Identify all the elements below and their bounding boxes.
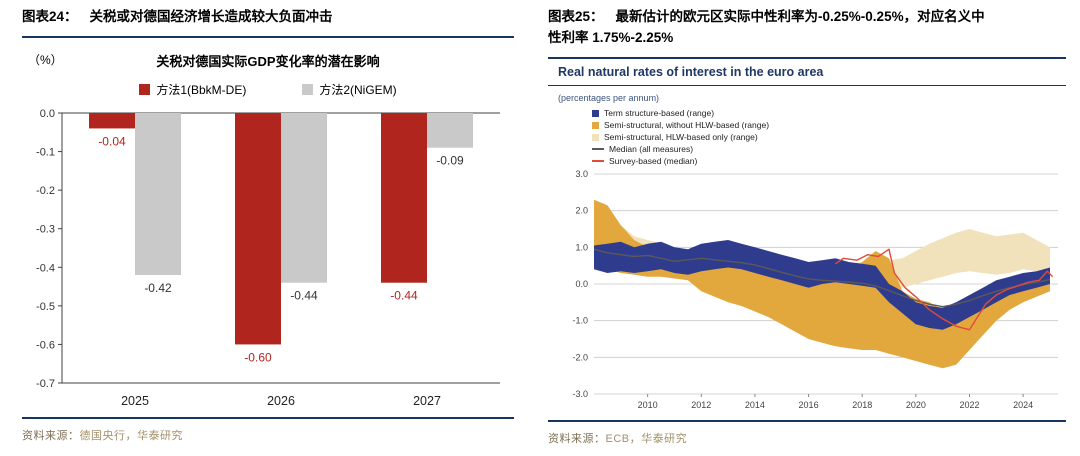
legend-item-method2: 方法2(NiGEM) <box>302 81 397 98</box>
svg-text:-1.0: -1.0 <box>572 316 588 326</box>
legend-label-method2: 方法2(NiGEM) <box>319 82 397 97</box>
figure-24-panel: 图表24： 关税或对德国经济增长造成较大负面冲击 （%） 关税对德国实际GDP变化… <box>22 6 514 443</box>
svg-text:-0.09: -0.09 <box>436 154 464 168</box>
legend-line-swatch <box>592 148 604 150</box>
legend-item-method1: 方法1(BbkM-DE) <box>139 81 246 98</box>
legend-label-method1: 方法1(BbkM-DE) <box>156 82 247 97</box>
legend-square-swatch <box>592 133 599 141</box>
legend-line-swatch <box>592 160 604 162</box>
svg-text:-0.2: -0.2 <box>36 185 55 197</box>
svg-text:2024: 2024 <box>1013 400 1033 410</box>
figure-25-title-line1: 图表25： 最新估计的欧元区实际中性利率为-0.25%-0.25%，对应名义中 <box>548 6 1066 27</box>
svg-text:-0.5: -0.5 <box>36 301 55 313</box>
svg-text:2.0: 2.0 <box>575 206 588 216</box>
figure-24-title: 图表24： 关税或对德国经济增长造成较大负面冲击 <box>22 6 514 27</box>
source-label: 资料来源： <box>22 430 80 442</box>
figure-25-title: 图表25： 最新估计的欧元区实际中性利率为-0.25%-0.25%，对应名义中 性… <box>548 6 1066 48</box>
legend-item: Semi-structural, without HLW-based (rang… <box>592 120 1066 130</box>
svg-text:-0.44: -0.44 <box>390 289 418 303</box>
figure-24-label: 图表24： <box>22 9 78 24</box>
svg-text:2027: 2027 <box>413 394 441 408</box>
source-text: ECB，华泰研究 <box>605 433 688 445</box>
legend-swatch-method1 <box>139 83 151 95</box>
svg-text:2026: 2026 <box>267 394 295 408</box>
svg-text:0.0: 0.0 <box>575 279 588 289</box>
legend-square-swatch <box>592 121 599 129</box>
source-label: 资料来源： <box>548 433 606 445</box>
bar-chart-title: 关税对德国实际GDP变化率的潜在影响 <box>156 54 380 69</box>
svg-text:2014: 2014 <box>745 400 765 410</box>
area-chart-plot: 3.0 2.0 1.0 0.0 -1.0 -2.0 -3.0 2010 2012 2014 2016… <box>572 169 1058 410</box>
svg-text:-0.04: -0.04 <box>98 134 126 148</box>
figure-25-title-line2: 性利率 1.75%-2.25% <box>548 30 674 45</box>
legend-swatch-method2 <box>302 83 314 95</box>
figure-25-source: 资料来源：ECB，华泰研究 <box>548 430 1066 446</box>
svg-text:-2.0: -2.0 <box>572 352 588 362</box>
figure-25-panel: 图表25： 最新估计的欧元区实际中性利率为-0.25%-0.25%，对应名义中 性… <box>548 6 1066 446</box>
y-axis-unit-label: （%） <box>28 53 63 67</box>
figure-24-title-text: 关税或对德国经济增长造成较大负面冲击 <box>89 9 333 24</box>
svg-text:-0.60: -0.60 <box>244 350 272 364</box>
legend-square-swatch <box>592 109 599 117</box>
svg-text:2020: 2020 <box>906 400 926 410</box>
figure-25-chart-box: Real natural rates of interest in the eu… <box>548 57 1066 422</box>
svg-text:-0.42: -0.42 <box>144 281 172 295</box>
figure-25-title-text1: 最新估计的欧元区实际中性利率为-0.25%-0.25%，对应名义中 <box>615 9 985 24</box>
svg-text:-0.3: -0.3 <box>36 224 55 236</box>
legend-label: Term structure-based (range) <box>604 108 715 118</box>
legend-label: Survey-based (median) <box>609 156 698 166</box>
svg-text:1.0: 1.0 <box>575 242 588 252</box>
svg-text:2016: 2016 <box>799 400 819 410</box>
svg-text:-0.44: -0.44 <box>290 289 318 303</box>
svg-text:-3.0: -3.0 <box>572 389 588 399</box>
svg-text:0.0: 0.0 <box>40 108 55 120</box>
figure-24-source: 资料来源：德国央行，华泰研究 <box>22 427 514 443</box>
legend-item: Survey-based (median) <box>592 156 1066 166</box>
legend-label: Median (all measures) <box>609 144 694 154</box>
svg-text:2012: 2012 <box>691 400 711 410</box>
svg-text:2025: 2025 <box>121 394 149 408</box>
bar-chart-plot: 0.0 -0.1 -0.2 -0.3 -0.4 -0.5 -0.6 -0.7 -0.04 -0.4… <box>36 108 500 408</box>
bar-chart-header: （%） 关税对德国实际GDP变化率的潜在影响 <box>22 46 514 72</box>
legend-item: Median (all measures) <box>592 144 1066 154</box>
svg-text:2010: 2010 <box>638 400 658 410</box>
legend-item: Term structure-based (range) <box>592 108 1066 118</box>
legend-label: Semi-structural, HLW-based only (range) <box>604 132 758 142</box>
svg-text:3.0: 3.0 <box>575 169 588 179</box>
svg-text:-0.1: -0.1 <box>36 147 55 159</box>
legend-item: Semi-structural, HLW-based only (range) <box>592 132 1066 142</box>
bar-chart-legend: 方法1(BbkM-DE) 方法2(NiGEM) <box>22 79 514 99</box>
svg-text:-0.6: -0.6 <box>36 339 55 351</box>
svg-text:-0.4: -0.4 <box>36 262 55 274</box>
source-text: 德国央行，华泰研究 <box>79 430 183 442</box>
figure-25-label: 图表25： <box>548 9 604 24</box>
svg-text:-0.7: -0.7 <box>36 378 55 390</box>
legend-label: Semi-structural, without HLW-based (rang… <box>604 120 770 130</box>
area-chart-subtitle: (percentages per annum) <box>558 93 660 103</box>
svg-text:2018: 2018 <box>852 400 872 410</box>
figure-24-chart-box: （%） 关税对德国实际GDP变化率的潜在影响 方法1(BbkM-DE) 方法2(… <box>22 36 514 419</box>
right-chart-legend: Term structure-based (range) Semi-structu… <box>592 108 1066 166</box>
svg-text:2022: 2022 <box>959 400 979 410</box>
area-chart-title: Real natural rates of interest in the eu… <box>548 59 1066 86</box>
